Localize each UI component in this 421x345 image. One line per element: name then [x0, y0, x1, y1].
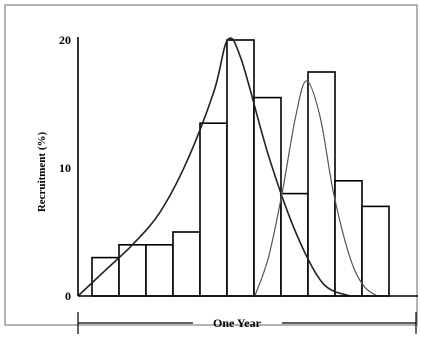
distribution-curve-2 — [254, 80, 378, 297]
bar-4 — [172, 231, 201, 297]
bar-10 — [334, 180, 363, 297]
bar-1 — [91, 256, 120, 297]
one-year-span: One Year — [77, 312, 417, 334]
y-tick-label-0: 0 — [65, 289, 71, 303]
y-tick-label-20: 20 — [59, 33, 71, 47]
y-ticks-layer: 0 10 20 — [59, 33, 71, 303]
chart-frame — [4, 4, 418, 326]
bar-3 — [145, 244, 174, 297]
bar-8 — [280, 192, 309, 297]
bar-9 — [307, 71, 336, 297]
bar-5 — [199, 122, 228, 297]
curves-layer — [77, 37, 378, 297]
bar-11 — [361, 205, 390, 297]
bar-7 — [253, 96, 282, 297]
distribution-curve-1 — [77, 37, 351, 297]
bars-layer — [91, 39, 390, 297]
span-label: One Year — [213, 316, 262, 330]
y-axis-label: Recruitment (%) — [36, 132, 48, 213]
bar-6 — [226, 39, 255, 297]
bar-2 — [118, 244, 147, 297]
y-tick-label-10: 10 — [59, 161, 71, 175]
